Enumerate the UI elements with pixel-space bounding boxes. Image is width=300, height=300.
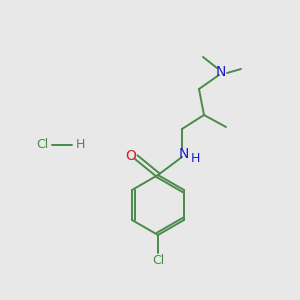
Text: H: H xyxy=(190,152,200,164)
Text: H: H xyxy=(75,139,85,152)
Text: Cl: Cl xyxy=(36,139,48,152)
Text: Cl: Cl xyxy=(152,254,164,266)
Text: O: O xyxy=(126,149,136,163)
Text: N: N xyxy=(216,65,226,79)
Text: N: N xyxy=(179,147,189,161)
